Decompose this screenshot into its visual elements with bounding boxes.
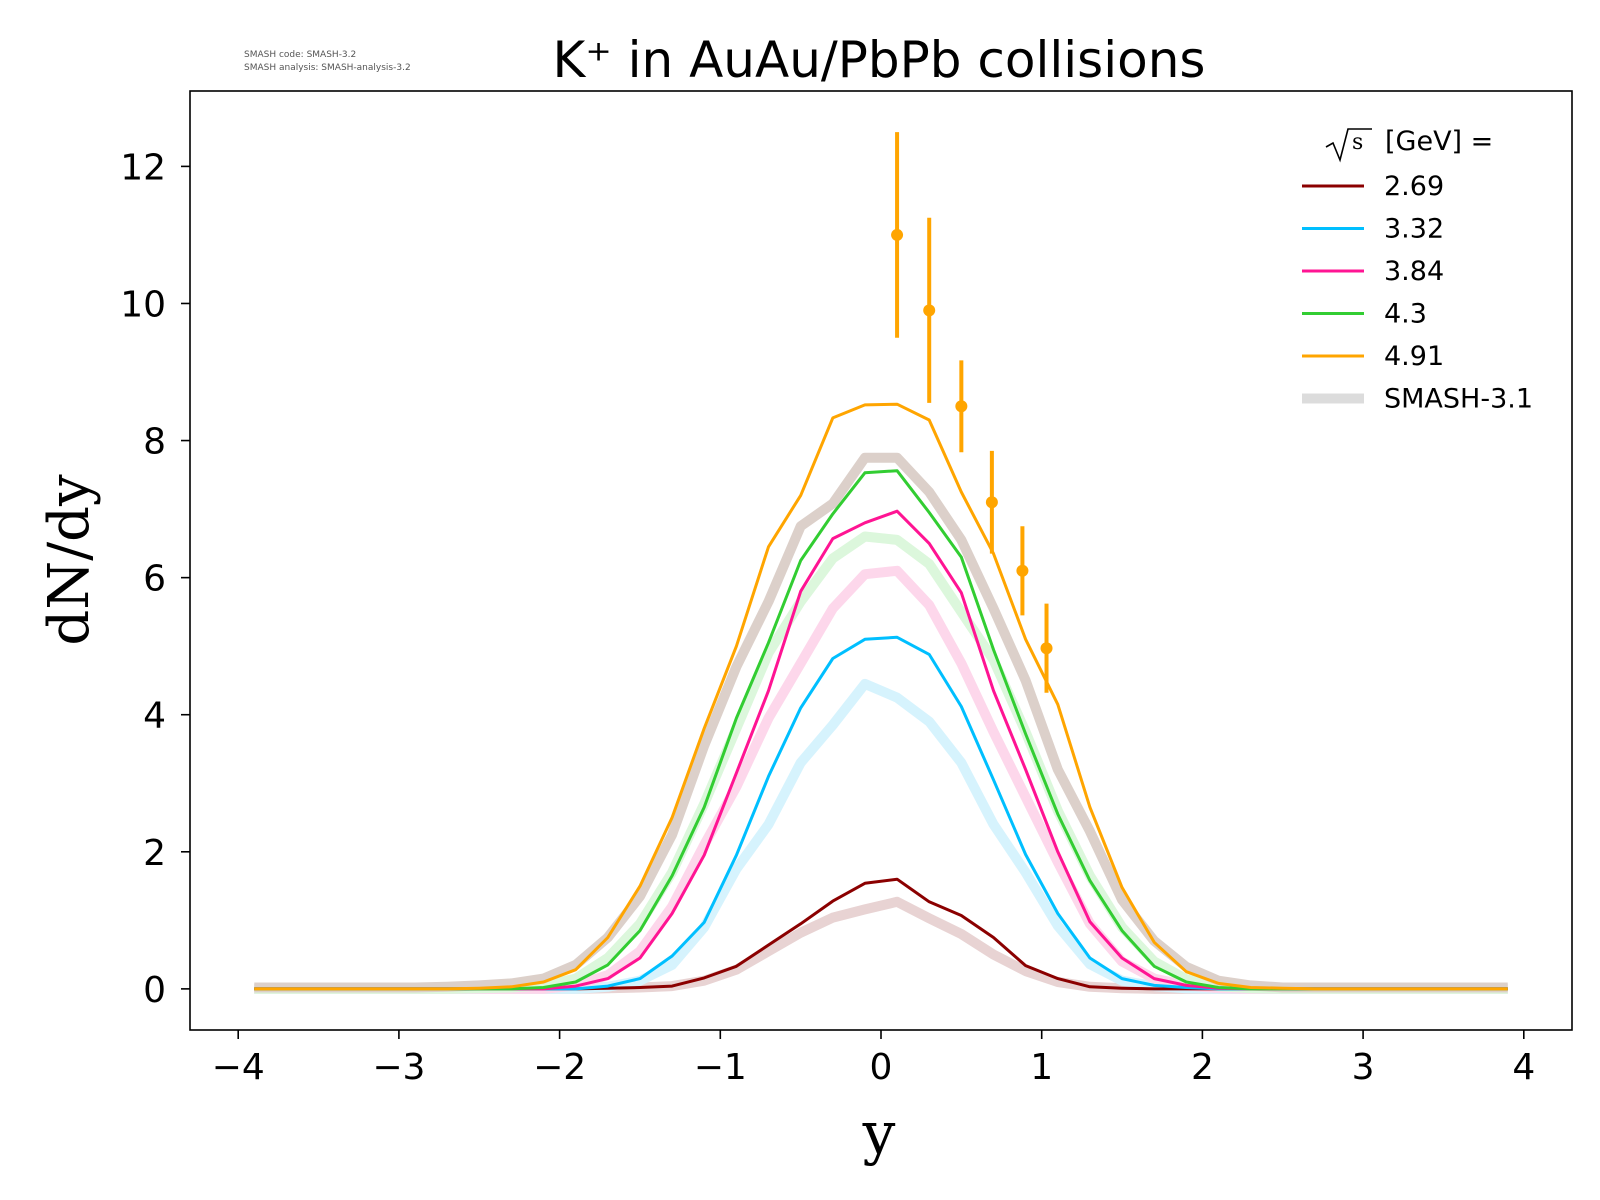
smash-analysis-label: SMASH analysis: SMASH-analysis-3.2 xyxy=(244,63,411,73)
legend-items: 2.69 3.32 3.84 4.3 4.91 SMASH-3.1 xyxy=(1302,171,1533,415)
legend-label-SMASH-3-1: SMASH-3.1 xyxy=(1384,384,1533,415)
y-axis-label: dN/dy xyxy=(37,474,102,646)
series-lines-group xyxy=(254,402,1508,991)
x-tick-label: 1 xyxy=(1030,1047,1053,1088)
y-tick-label: 8 xyxy=(143,422,166,463)
x-tick-label: 2 xyxy=(1191,1047,1214,1088)
x-tick-label: −3 xyxy=(372,1047,425,1088)
legend-title-root: s xyxy=(1352,130,1363,155)
legend-label-4-3: 4.3 xyxy=(1384,299,1427,330)
data-point-4 xyxy=(1016,564,1029,577)
legend-label-2-69: 2.69 xyxy=(1384,171,1444,202)
data-point-5 xyxy=(1040,642,1053,655)
legend-title-text: [GeV] = xyxy=(1385,126,1493,157)
y-tick-label: 4 xyxy=(143,696,166,737)
smash-code-label: SMASH code: SMASH-3.2 xyxy=(244,50,356,60)
x-axis-label: y xyxy=(862,1099,896,1167)
errorbar-group xyxy=(891,132,1053,693)
legend-label-3-84: 3.84 xyxy=(1384,256,1444,287)
legend-title: s [GeV] = xyxy=(1325,126,1493,163)
data-point-3 xyxy=(985,496,998,509)
x-tick-label: 3 xyxy=(1352,1047,1375,1088)
sqrt-sign-icon xyxy=(1325,128,1372,163)
data-point-0 xyxy=(891,228,904,241)
x-tick-label: 4 xyxy=(1512,1047,1535,1088)
y-tick-label: 6 xyxy=(143,559,166,600)
x-tick-label: −2 xyxy=(533,1047,586,1088)
y-axis-ticks: 0 2 4 6 8 10 12 xyxy=(120,147,190,1011)
x-axis-ticks: −4 −3 −2 −1 0 1 2 3 4 xyxy=(212,1030,1535,1088)
legend-label-3-32: 3.32 xyxy=(1384,214,1444,245)
y-tick-label: 10 xyxy=(120,284,166,325)
legend-label-4-91: 4.91 xyxy=(1384,341,1444,372)
y-tick-label: 12 xyxy=(120,147,166,188)
data-point-2 xyxy=(955,400,968,413)
x-tick-label: 0 xyxy=(870,1047,893,1088)
series-line-4-91 xyxy=(254,402,1508,991)
y-tick-label: 0 xyxy=(143,970,166,1011)
x-tick-label: −4 xyxy=(212,1047,265,1088)
data-point-1 xyxy=(923,304,936,317)
chart-title: K⁺ in AuAu/PbPb collisions xyxy=(553,31,1206,89)
y-tick-label: 2 xyxy=(143,833,166,874)
legend: s [GeV] = 2.69 3.32 3.84 4.3 4.91 SMASH-3.1 xyxy=(1302,126,1533,415)
x-tick-label: −1 xyxy=(694,1047,747,1088)
